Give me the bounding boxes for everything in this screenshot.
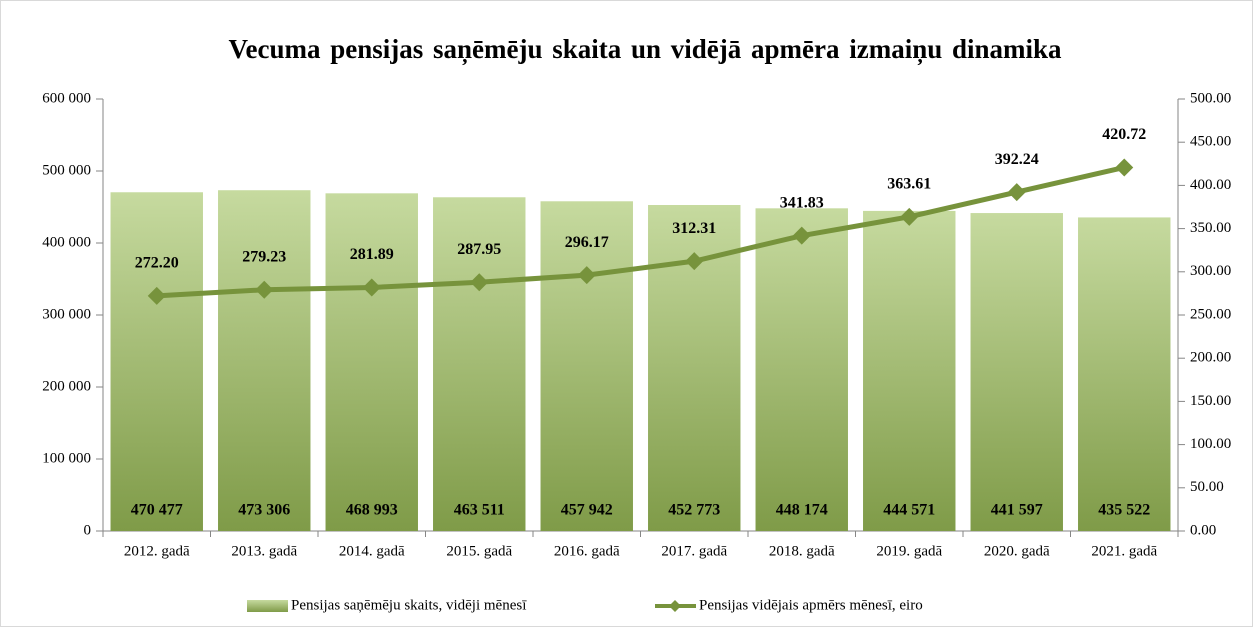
line-marker bbox=[900, 207, 919, 226]
y-tick-label: 600 000 bbox=[42, 90, 91, 106]
x-tick-label: 2015. gadā bbox=[446, 543, 512, 559]
bar bbox=[433, 197, 526, 531]
legend-swatch bbox=[247, 600, 288, 612]
y-tick-label: 100 000 bbox=[42, 450, 91, 466]
bar-value-label: 435 522 bbox=[1098, 502, 1150, 519]
line-value-label: 281.89 bbox=[350, 246, 394, 263]
legend-marker bbox=[669, 600, 681, 612]
y-tick-label: 300 000 bbox=[42, 306, 91, 322]
bar-value-label: 463 511 bbox=[454, 502, 505, 519]
y2-tick-label: 250.00 bbox=[1190, 306, 1231, 322]
legend-label: Pensijas vidējais apmērs mēnesī, eiro bbox=[699, 597, 923, 613]
y2-tick-label: 350.00 bbox=[1190, 220, 1231, 236]
line-value-label: 272.20 bbox=[135, 254, 179, 271]
line-marker bbox=[792, 226, 811, 245]
line-value-label: 392.24 bbox=[995, 151, 1039, 168]
bar bbox=[325, 193, 418, 531]
y2-tick-label: 500.00 bbox=[1190, 90, 1231, 106]
y-tick-label: 200 000 bbox=[42, 378, 91, 394]
line-value-label: 296.17 bbox=[565, 234, 609, 251]
line-marker bbox=[470, 273, 489, 292]
x-tick-label: 2021. gadā bbox=[1091, 543, 1157, 559]
bar bbox=[540, 201, 633, 532]
line-value-label: 341.83 bbox=[780, 194, 824, 211]
y-tick-label: 0 bbox=[84, 522, 92, 538]
line-marker bbox=[255, 280, 274, 299]
bar bbox=[755, 208, 848, 532]
x-tick-label: 2014. gadā bbox=[339, 543, 405, 559]
x-tick-label: 2020. gadā bbox=[984, 543, 1050, 559]
bar bbox=[970, 213, 1063, 531]
line-marker bbox=[1115, 158, 1134, 177]
x-tick-label: 2019. gadā bbox=[876, 543, 942, 559]
legend-label: Pensijas saņēmēju skaits, vidēji mēnesī bbox=[291, 597, 527, 613]
y2-tick-label: 400.00 bbox=[1190, 177, 1231, 193]
line-value-label: 287.95 bbox=[457, 241, 501, 258]
y2-tick-label: 300.00 bbox=[1190, 263, 1231, 279]
bar bbox=[1078, 217, 1171, 531]
line-value-label: 363.61 bbox=[887, 176, 931, 193]
y2-tick-label: 50.00 bbox=[1190, 479, 1224, 495]
bar bbox=[863, 210, 956, 531]
x-tick-label: 2013. gadā bbox=[231, 543, 297, 559]
y2-tick-label: 100.00 bbox=[1190, 436, 1231, 452]
bar bbox=[218, 190, 311, 532]
line-value-label: 312.31 bbox=[672, 220, 716, 237]
bar-value-label: 468 993 bbox=[346, 502, 398, 519]
bar-value-label: 457 942 bbox=[561, 502, 613, 519]
x-tick-label: 2012. gadā bbox=[124, 543, 190, 559]
bar-value-label: 448 174 bbox=[776, 502, 828, 519]
y-tick-label: 400 000 bbox=[42, 234, 91, 250]
y2-tick-label: 200.00 bbox=[1190, 350, 1231, 366]
bar bbox=[110, 192, 203, 531]
x-tick-label: 2016. gadā bbox=[554, 543, 620, 559]
line-marker bbox=[362, 278, 381, 297]
line-value-label: 279.23 bbox=[242, 248, 286, 265]
bar-value-label: 473 306 bbox=[238, 502, 290, 519]
y2-tick-label: 150.00 bbox=[1190, 393, 1231, 409]
line bbox=[156, 165, 1125, 299]
line-marker bbox=[685, 252, 704, 271]
chart-title: Vecuma pensijas saņēmēju skaita un vidēj… bbox=[228, 34, 1062, 66]
y2-tick-label: 450.00 bbox=[1190, 134, 1231, 150]
bar-value-label: 441 597 bbox=[991, 502, 1043, 519]
x-tick-label: 2017. gadā bbox=[661, 543, 727, 559]
line-value-label: 420.72 bbox=[1102, 126, 1146, 143]
bar-value-label: 452 773 bbox=[668, 502, 720, 519]
line-marker bbox=[147, 286, 166, 305]
y2-tick-label: 0.00 bbox=[1190, 522, 1216, 538]
y-tick-label: 500 000 bbox=[42, 162, 91, 178]
bar-value-label: 444 571 bbox=[883, 502, 935, 519]
line-marker bbox=[1007, 183, 1026, 202]
line-marker bbox=[577, 266, 596, 285]
x-tick-label: 2018. gadā bbox=[769, 543, 835, 559]
bar-value-label: 470 477 bbox=[131, 502, 183, 519]
